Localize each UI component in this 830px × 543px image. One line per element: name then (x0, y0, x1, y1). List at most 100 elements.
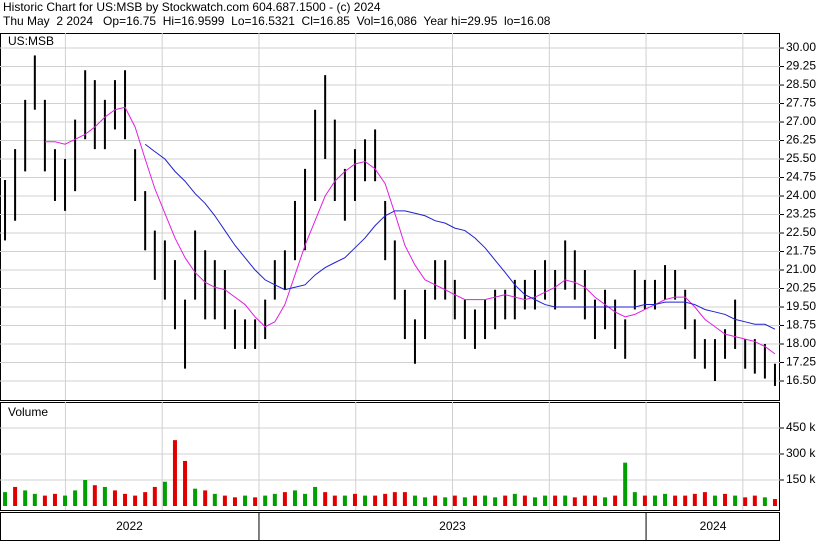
volume-bar (762, 497, 767, 506)
volume-bar (363, 495, 368, 506)
moving-average (44, 106, 776, 355)
y-tick-label: 18.00 (786, 336, 816, 350)
volume-bar (203, 490, 208, 506)
volume-bar (522, 495, 527, 506)
volume-bar (32, 493, 37, 506)
volume-bar (342, 495, 347, 506)
y-tick-label: 24.75 (786, 170, 816, 184)
volume-bar (263, 495, 268, 506)
volume-panel (0, 402, 780, 511)
volume-bar (452, 495, 457, 506)
volume-bar (303, 493, 308, 506)
volume-bar (613, 495, 618, 506)
volume-bar (723, 493, 728, 506)
volume-bar (383, 493, 388, 506)
volume-bar (143, 492, 148, 506)
volume-bar (63, 495, 68, 506)
volume-bar (183, 460, 188, 506)
volume-bar (503, 495, 508, 506)
y-tick-label: 21.00 (786, 262, 816, 276)
volume-bar (133, 495, 138, 506)
volume-bar (172, 440, 177, 506)
volume-bar (652, 495, 657, 506)
volume-bar (352, 493, 357, 506)
y-tick-label: 300 k (786, 446, 816, 460)
volume-bar (733, 495, 738, 506)
volume-bar (112, 490, 117, 506)
volume-bar (743, 497, 748, 506)
y-tick-label: 28.50 (786, 77, 816, 91)
y-tick-label: 22.50 (786, 225, 816, 239)
price-panel (0, 33, 780, 401)
volume-bar (52, 493, 57, 506)
volume-bar (102, 486, 107, 506)
volume-bar (243, 495, 248, 506)
volume-label: Volume (8, 405, 48, 419)
volume-bar (152, 486, 157, 506)
volume-bar (162, 481, 167, 506)
volume-bar (3, 492, 8, 506)
volume-bar (13, 486, 18, 506)
volume-bar (253, 497, 258, 506)
volume-bar (752, 495, 757, 506)
volume-bar (83, 480, 88, 506)
y-tick-label: 27.00 (786, 114, 816, 128)
y-tick-label: 20.25 (786, 281, 816, 295)
y-tick-label: 450 k (786, 420, 816, 434)
y-tick-label: 24.00 (786, 188, 816, 202)
volume-bar (563, 495, 568, 506)
volume-bar (543, 495, 548, 506)
volume-bar (332, 495, 337, 506)
volume-bar (232, 497, 237, 506)
volume-bar (23, 490, 28, 506)
volume-bar (373, 495, 378, 506)
volume-bar (772, 499, 777, 506)
volume-bar (392, 492, 397, 506)
y-tick-label: 18.75 (786, 318, 816, 332)
date-panel (0, 512, 780, 541)
volume-bar (423, 497, 428, 506)
volume-bar (443, 497, 448, 506)
volume-bar (402, 492, 407, 506)
volume-bar (582, 495, 587, 506)
volume-bar (663, 493, 668, 506)
volume-bar (592, 495, 597, 506)
volume-bar (323, 492, 328, 506)
volume-bar (683, 495, 688, 506)
volume-bar (92, 485, 97, 506)
volume-bar (642, 495, 647, 506)
y-tick-label: 19.50 (786, 299, 816, 313)
volume-bar (272, 493, 277, 506)
y-tick-label: 26.25 (786, 133, 816, 147)
volume-bar (632, 492, 637, 506)
volume-bar (532, 497, 537, 506)
y-tick-label: 16.50 (786, 373, 816, 387)
y-tick-label: 150 k (786, 472, 816, 486)
moving-average (144, 143, 776, 330)
volume-bar (292, 490, 297, 506)
y-tick-label: 30.00 (786, 40, 816, 54)
volume-bar (472, 495, 477, 506)
y-tick-label: 17.25 (786, 355, 816, 369)
volume-bar (462, 497, 467, 506)
y-tick-label: 27.75 (786, 96, 816, 110)
volume-bar (712, 495, 717, 506)
y-tick-label: 23.25 (786, 207, 816, 221)
volume-bar (73, 490, 78, 506)
volume-bar (603, 497, 608, 506)
volume-bar (673, 495, 678, 506)
volume-bar (212, 493, 217, 506)
volume-bar (193, 488, 198, 506)
volume-bar (42, 495, 47, 506)
volume-bar (512, 493, 517, 506)
quote-summary: Thu May 2 2024 Op=16.75 Hi=16.9599 Lo=16… (3, 14, 551, 28)
volume-bar (483, 495, 488, 506)
volume-bar (572, 497, 577, 506)
volume-bar (692, 493, 697, 506)
chart-title: Historic Chart for US:MSB by Stockwatch.… (3, 0, 381, 14)
volume-bar (222, 495, 227, 506)
x-tick-label: 2023 (439, 519, 466, 533)
volume-bar (433, 495, 438, 506)
